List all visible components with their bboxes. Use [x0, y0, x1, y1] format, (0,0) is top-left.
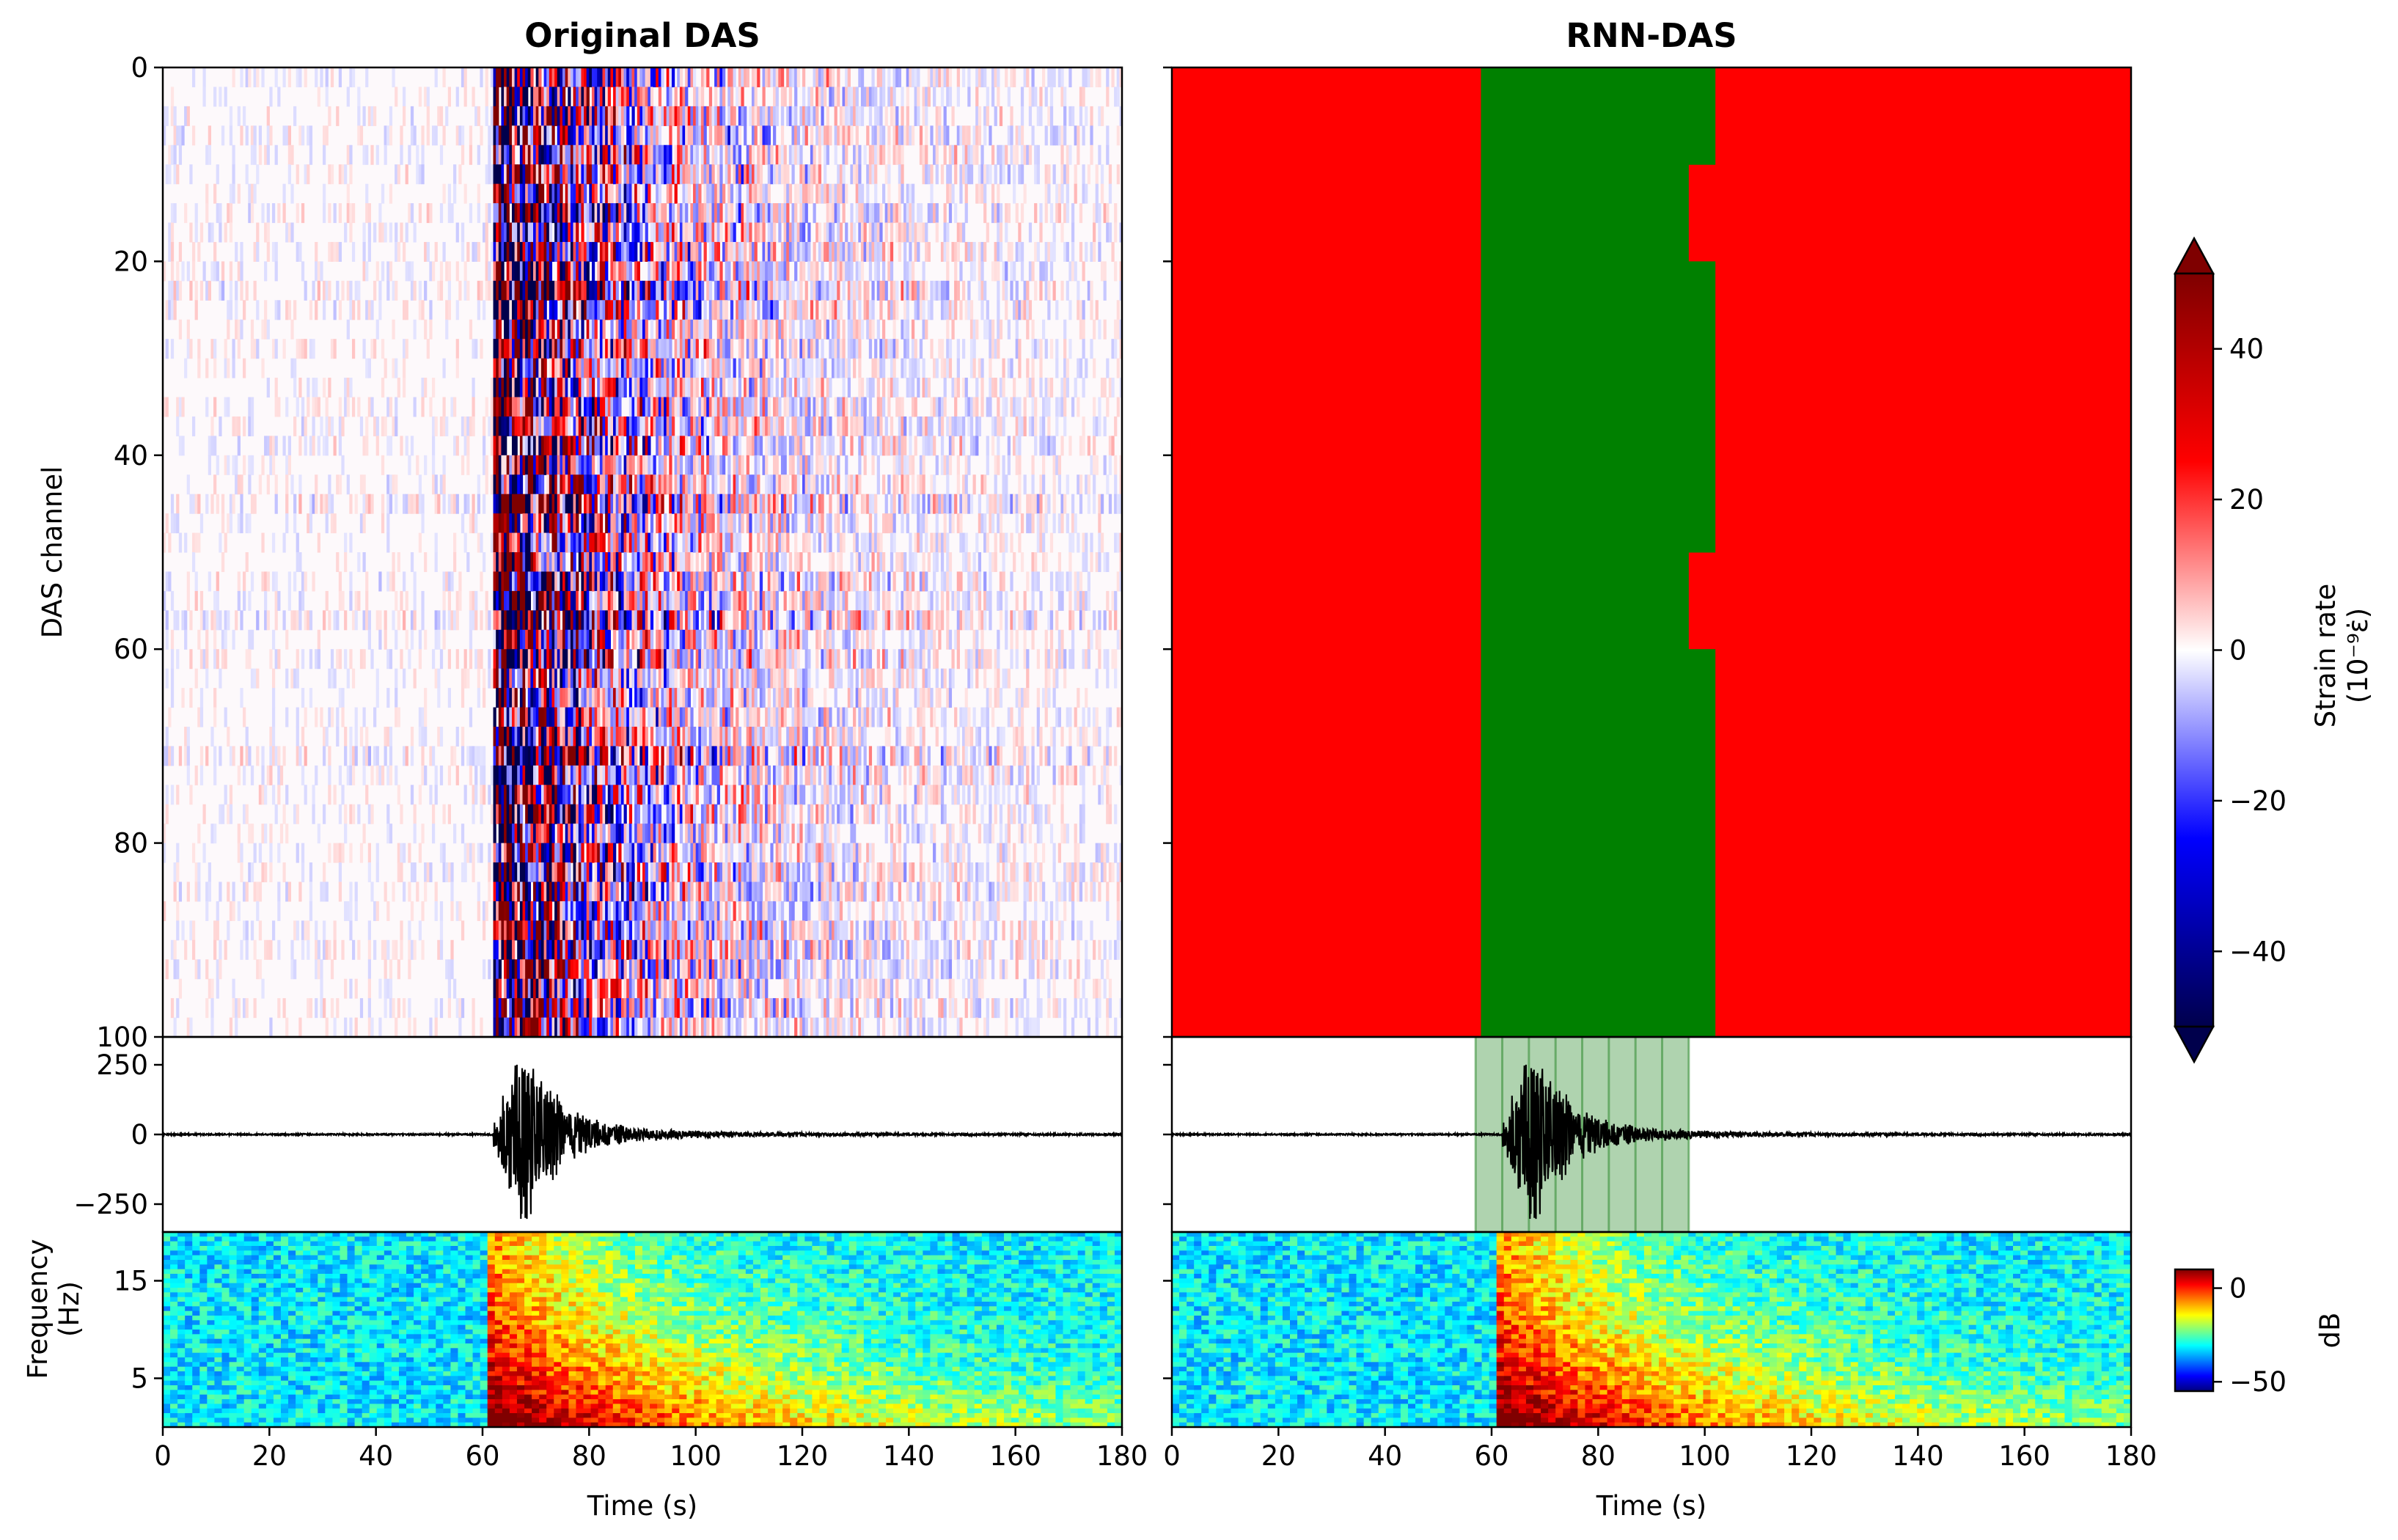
xtick-left-20: 20	[252, 1440, 287, 1472]
trace-right	[1172, 1064, 2131, 1220]
trace-ytick-2: −250	[73, 1189, 148, 1220]
xtick-left-100: 100	[670, 1440, 722, 1472]
das-ytick-60: 60	[114, 634, 148, 665]
xtick-right-120: 120	[1786, 1440, 1838, 1472]
ylabel-frequency-unit: (Hz)	[54, 1281, 85, 1337]
colorbar-strain-rate	[2173, 236, 2215, 1064]
xtick-left-60: 60	[465, 1440, 499, 1472]
trace-ytick-1: 0	[131, 1119, 148, 1151]
strain-tick-40: 40	[2229, 334, 2264, 365]
event-region-2	[1481, 261, 1716, 553]
xtick-right-180: 180	[2105, 1440, 2157, 1472]
strain-tick-0: 0	[2229, 635, 2247, 667]
das-ytick-100: 100	[96, 1022, 148, 1053]
das-ytick-20: 20	[114, 246, 148, 277]
xtick-right-20: 20	[1261, 1440, 1296, 1472]
colorbar-strain-label: Strain rate	[2310, 584, 2342, 728]
rnn-das-classification	[1172, 67, 2131, 1038]
db-tick--50: −50	[2229, 1366, 2287, 1398]
das-ytick-0: 0	[131, 52, 148, 84]
spec-ytick-15: 15	[114, 1266, 148, 1297]
xtick-right-60: 60	[1474, 1440, 1508, 1472]
xtick-left-180: 180	[1096, 1440, 1148, 1472]
trace-left	[163, 1064, 1122, 1220]
title-original-das: Original DAS	[524, 16, 760, 55]
xtick-right-100: 100	[1679, 1440, 1731, 1472]
db-tick-0: 0	[2229, 1273, 2247, 1305]
colorbar-db	[2174, 1268, 2215, 1393]
xtick-left-80: 80	[572, 1440, 606, 1472]
strain-tick--40: −40	[2229, 936, 2287, 967]
frame-spec-right	[1170, 1231, 2133, 1429]
spec-ytick-5: 5	[131, 1363, 148, 1395]
xtick-right-140: 140	[1892, 1440, 1944, 1472]
event-region-1	[1481, 164, 1689, 262]
event-region-0	[1481, 67, 1716, 165]
colorbar-db-label: dB	[2314, 1313, 2346, 1349]
xtick-right-80: 80	[1581, 1440, 1616, 1472]
xtick-left-120: 120	[777, 1440, 829, 1472]
xtick-right-160: 160	[1998, 1440, 2050, 1472]
xtick-left-0: 0	[154, 1440, 172, 1472]
event-region-3	[1481, 552, 1689, 650]
spectrogram-right	[1172, 1232, 2131, 1427]
xlabel-right: Time (s)	[1596, 1490, 1706, 1522]
colorbar-strain-unit: (10⁻⁹ε̇)	[2342, 608, 2374, 703]
ylabel-frequency: Frequency	[22, 1239, 54, 1379]
original-das-heatmap	[163, 67, 1122, 1037]
xtick-left-40: 40	[359, 1440, 393, 1472]
xtick-right-0: 0	[1163, 1440, 1181, 1472]
xlabel-left: Time (s)	[587, 1490, 697, 1522]
title-rnn-das: RNN-DAS	[1566, 16, 1737, 55]
strain-tick--20: −20	[2229, 785, 2287, 817]
das-ytick-80: 80	[114, 828, 148, 859]
event-region-4	[1481, 649, 1716, 1038]
xtick-right-40: 40	[1368, 1440, 1402, 1472]
trace-ytick-0: 250	[96, 1049, 148, 1081]
frame-spec-left	[161, 1231, 1123, 1429]
strain-tick-20: 20	[2229, 484, 2264, 516]
ylabel-das-channel: DAS channel	[37, 466, 68, 639]
das-ytick-40: 40	[114, 440, 148, 472]
xtick-left-160: 160	[989, 1440, 1041, 1472]
xtick-left-140: 140	[883, 1440, 935, 1472]
spectrogram-left	[163, 1232, 1122, 1427]
